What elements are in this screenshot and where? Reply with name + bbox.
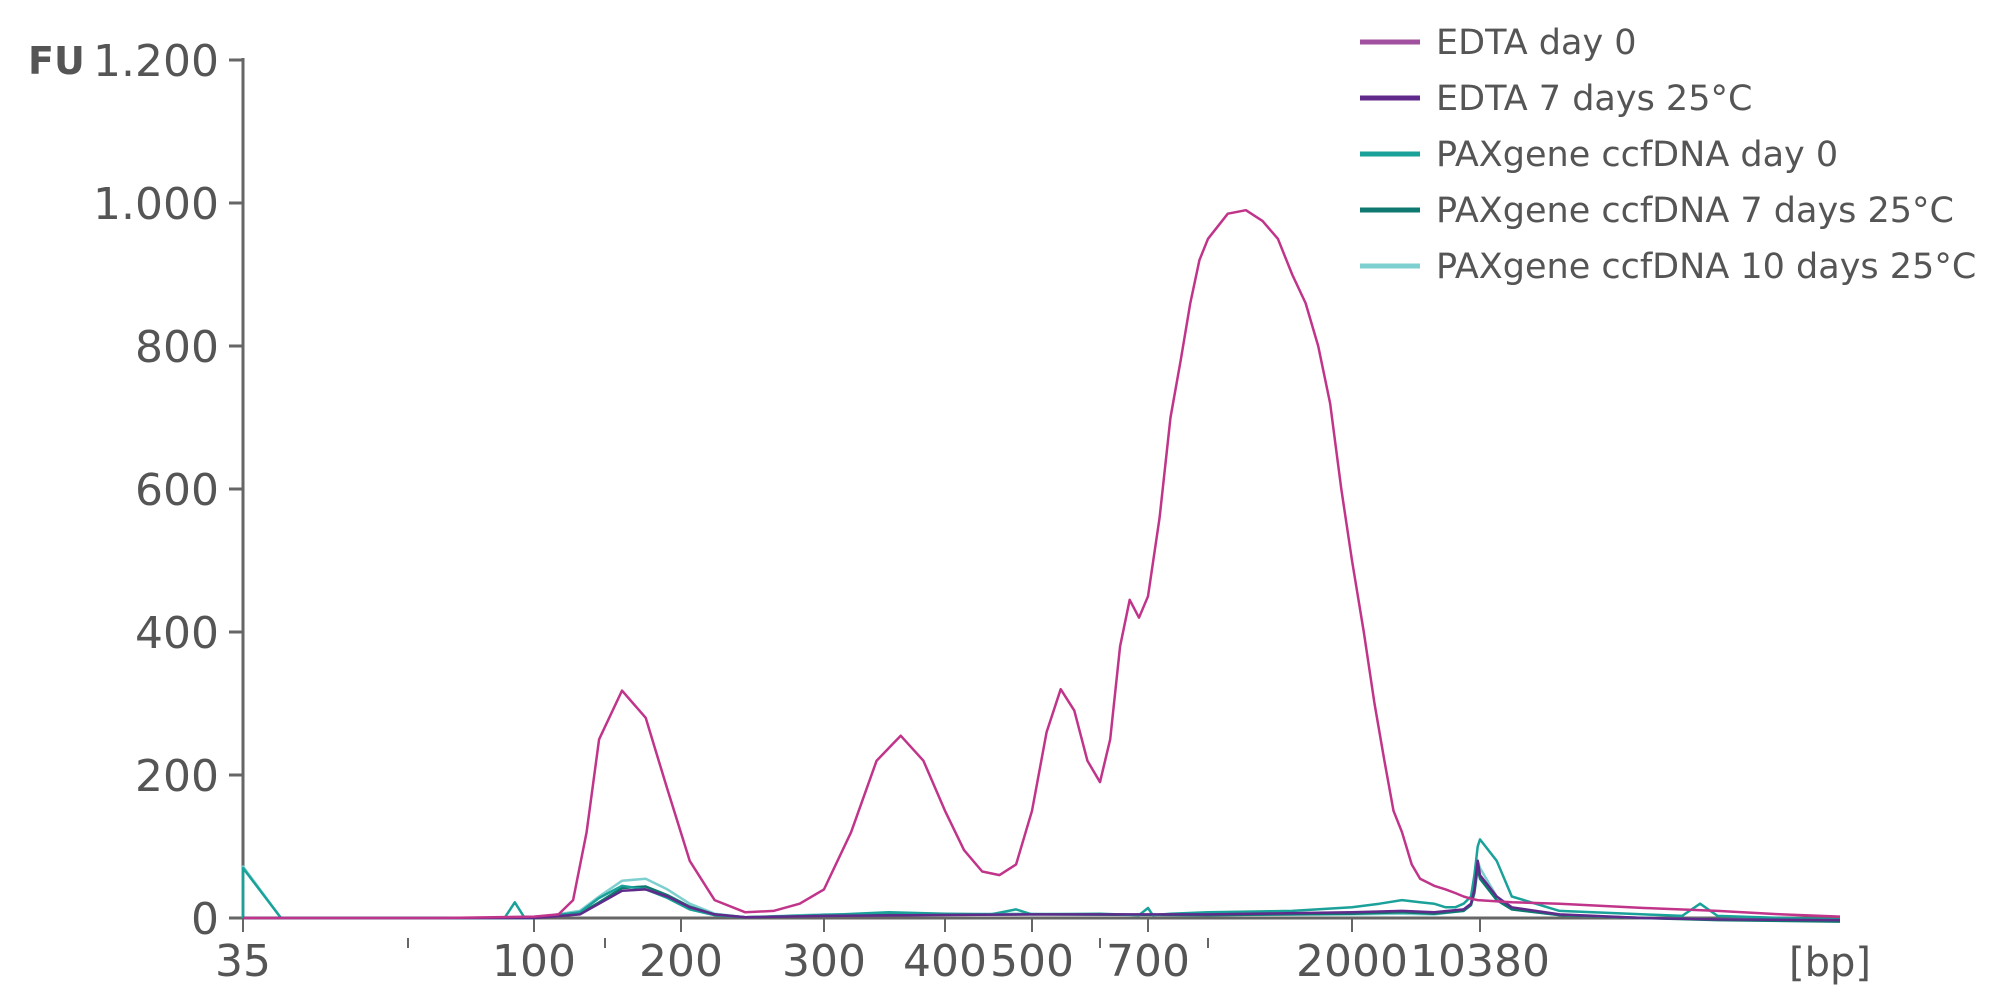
series-line-edta-7-days-25-c <box>243 859 1841 922</box>
legend-label: EDTA 7 days 25°C <box>1436 79 1752 119</box>
legend-label: EDTA day 0 <box>1436 23 1637 63</box>
y-tick-label: 1.200 <box>93 36 219 87</box>
y-tick-label: 600 <box>135 465 219 516</box>
x-tick-label: 200 <box>639 936 723 987</box>
y-tick-label: 800 <box>135 322 219 373</box>
legend-label: PAXgene ccfDNA day 0 <box>1436 135 1838 175</box>
x-tick-label: 10380 <box>1410 936 1550 987</box>
y-axis: 0 200 400 600 800 1.000 1.200 FU <box>28 36 245 945</box>
series-layer <box>241 208 1841 923</box>
y-tick-label: 400 <box>135 608 219 659</box>
y-tick-label: 1.000 <box>93 179 219 230</box>
y-tick-label: 0 <box>191 894 219 945</box>
x-tick-label: 300 <box>782 936 866 987</box>
series-line-paxgene-ccfdna-day-0 <box>241 838 1841 921</box>
x-tick-label: 100 <box>492 936 576 987</box>
x-tick-label: 400 <box>903 936 987 987</box>
y-axis-title: FU <box>28 39 85 83</box>
x-tick-label: 2000 <box>1296 936 1408 987</box>
x-tick-label: 700 <box>1106 936 1190 987</box>
legend-label: PAXgene ccfDNA 10 days 25°C <box>1436 247 1976 287</box>
series-line-paxgene-ccfdna-10-days-25-c <box>241 859 1841 922</box>
series-line-edta-day-0 <box>243 208 1841 920</box>
x-axis: 35 100 200 300 400 500 700 2000 10380 [bp] <box>215 916 1871 987</box>
legend: EDTA day 0 EDTA 7 days 25°C PAXgene ccfDNA… <box>1360 23 1976 287</box>
x-axis-unit-label: [bp] <box>1789 940 1871 986</box>
y-tick-label: 200 <box>135 751 219 802</box>
x-tick-label: 35 <box>215 936 271 987</box>
x-tick-label: 500 <box>990 936 1074 987</box>
legend-label: PAXgene ccfDNA 7 days 25°C <box>1436 191 1954 231</box>
